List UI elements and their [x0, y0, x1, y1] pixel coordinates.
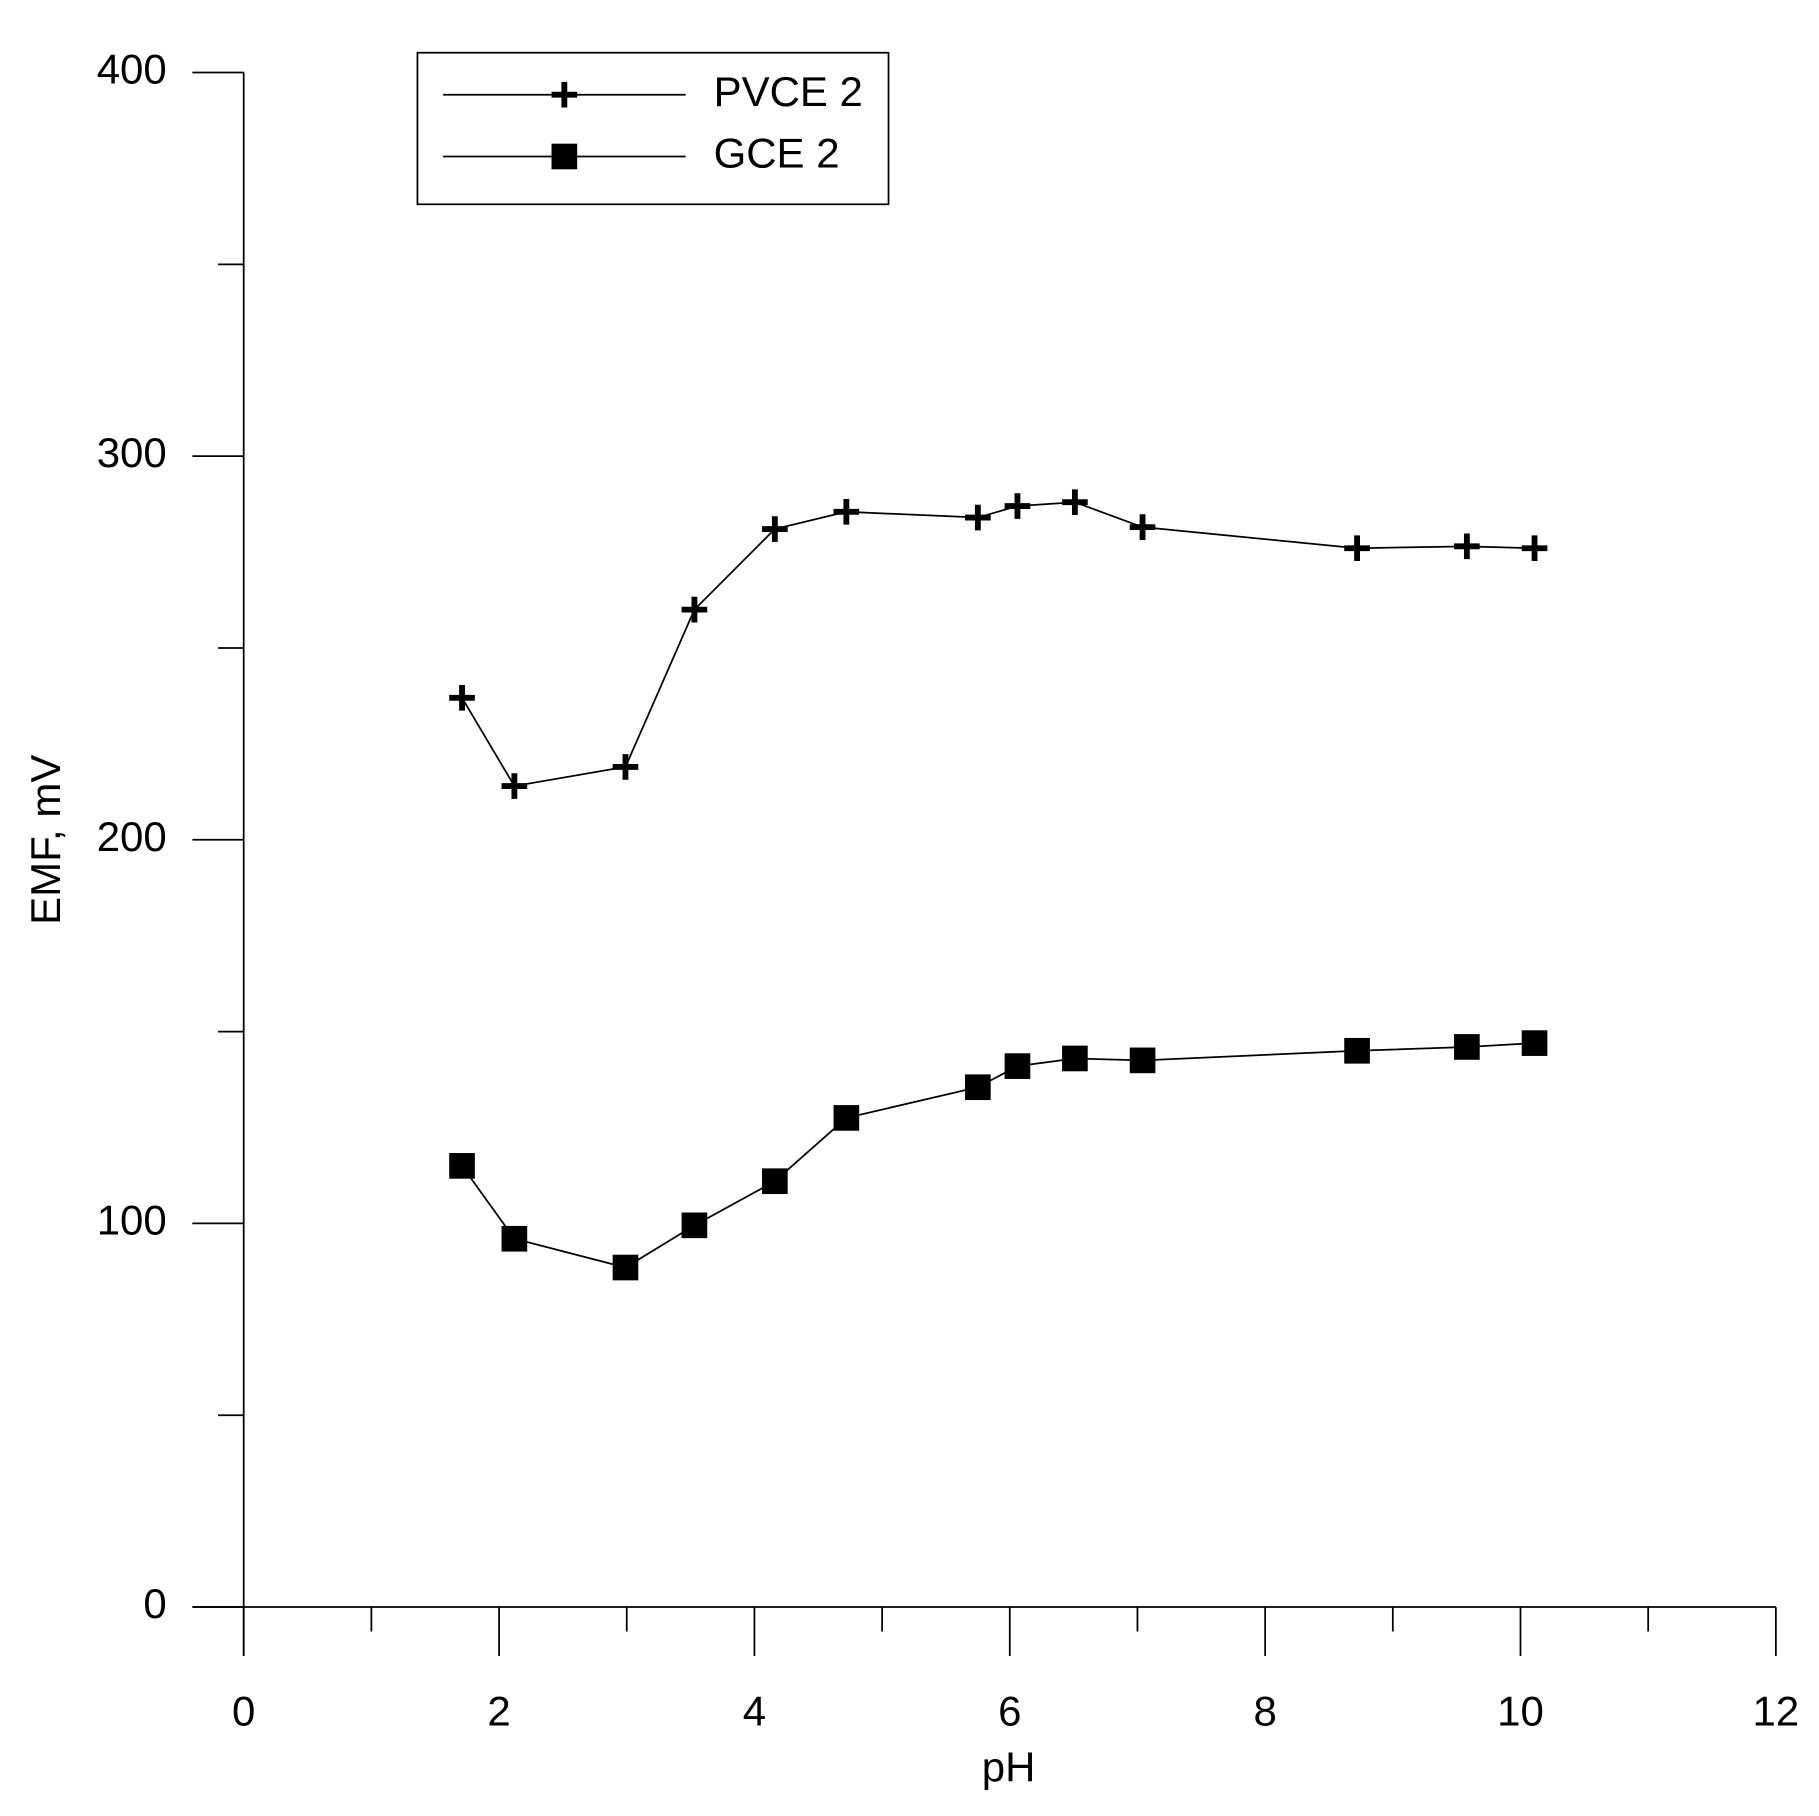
- point: [1062, 1045, 1088, 1072]
- point: [681, 596, 708, 623]
- point: [501, 1225, 528, 1252]
- point: [1004, 493, 1031, 519]
- point: [965, 1074, 991, 1101]
- x-tick-label: 12: [1753, 1687, 1800, 1734]
- series-line: [461, 1042, 1535, 1269]
- point: [1454, 533, 1480, 560]
- x-tick-label: 4: [743, 1687, 766, 1734]
- point: [833, 498, 860, 525]
- point: [1344, 1037, 1370, 1064]
- series-line: [461, 501, 1535, 788]
- y-tick-label: 400: [97, 46, 167, 93]
- legend-label: GCE 2: [714, 130, 840, 177]
- y-tick-label: 0: [143, 1580, 166, 1627]
- y-tick-label: 100: [97, 1197, 167, 1244]
- x-tick-label: 10: [1497, 1687, 1544, 1734]
- point: [762, 516, 788, 542]
- x-tick-label: 6: [998, 1687, 1021, 1734]
- legend-marker: [551, 81, 578, 108]
- point: [1344, 535, 1370, 562]
- point: [681, 1212, 708, 1239]
- point: [1129, 1047, 1156, 1074]
- y-axis-label: EMF, mV: [22, 755, 69, 925]
- x-tick-label: 2: [487, 1687, 510, 1734]
- point: [833, 1105, 860, 1131]
- y-tick-label: 300: [97, 429, 167, 476]
- point: [1521, 535, 1548, 562]
- point: [501, 773, 528, 799]
- point: [449, 1153, 475, 1179]
- x-axis-label: pH: [982, 1743, 1036, 1790]
- point: [1004, 1053, 1031, 1079]
- point: [1129, 514, 1156, 540]
- point: [1454, 1034, 1480, 1060]
- point: [449, 685, 475, 711]
- point: [762, 1168, 788, 1195]
- x-tick-label: 0: [232, 1687, 255, 1734]
- x-tick-label: 8: [1253, 1687, 1276, 1734]
- legend-marker: [551, 143, 578, 170]
- legend-box: [416, 51, 890, 206]
- point: [965, 504, 991, 531]
- point: [1521, 1030, 1548, 1056]
- point: [612, 754, 639, 780]
- y-tick-label: 200: [97, 813, 167, 860]
- point: [1062, 489, 1088, 516]
- point: [612, 1254, 639, 1281]
- legend-label: PVCE 2: [714, 68, 863, 115]
